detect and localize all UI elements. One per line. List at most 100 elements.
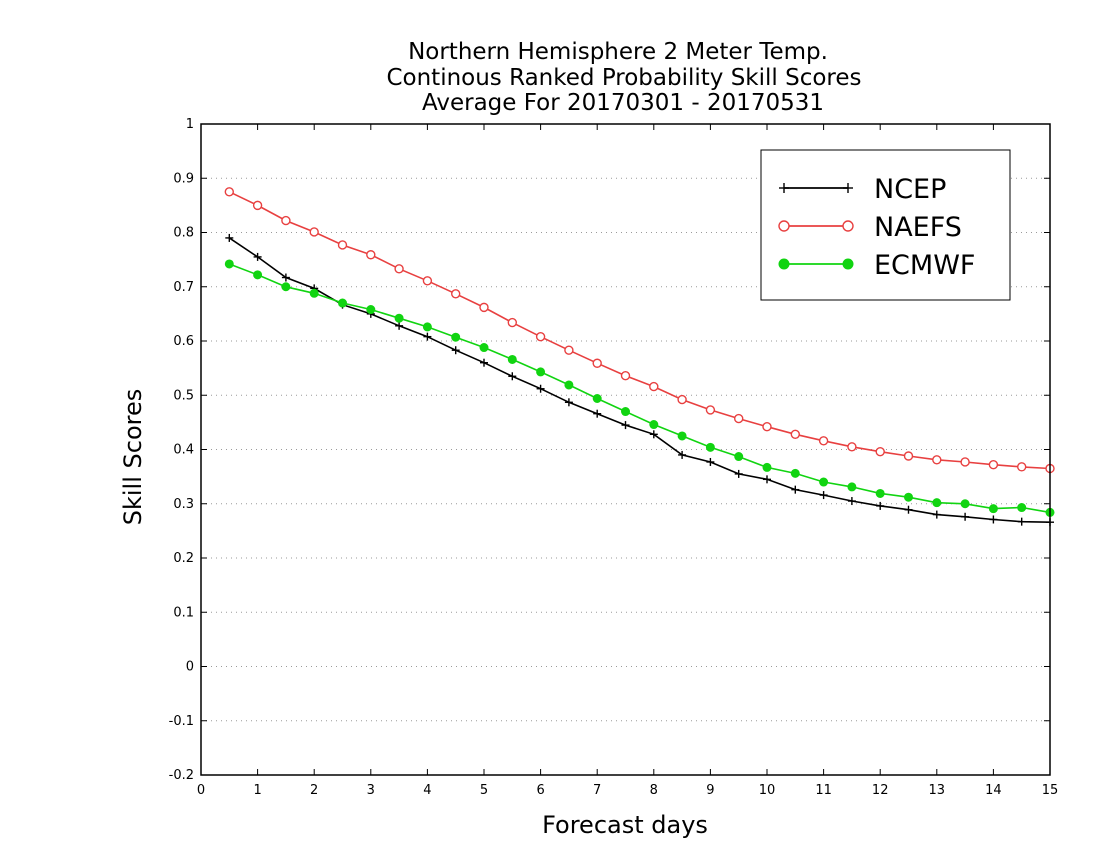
y-tick-label: 0.1: [173, 605, 194, 620]
data-point-ecmwf: [734, 452, 744, 462]
series-line-ecmwf: [229, 263, 1051, 514]
y-axis-label: Skill Scores: [119, 389, 147, 526]
y-tick-label: 0.9: [173, 171, 194, 186]
data-point-naefs: [649, 381, 659, 392]
data-point-ncep: [932, 510, 941, 519]
data-point-ecmwf: [705, 442, 715, 452]
x-tick-label: 9: [706, 783, 714, 798]
x-tick-label: 10: [759, 783, 776, 798]
data-point-ecmwf: [479, 343, 489, 353]
data-point-ecmwf: [621, 407, 630, 417]
plot-frame: [200, 123, 1051, 776]
data-point-ecmwf: [507, 354, 517, 364]
legend-box: [760, 149, 1011, 301]
y-tick-label: 0.4: [173, 443, 194, 458]
legend-label-ncep: NCEP: [874, 174, 946, 205]
data-point-ncep: [480, 358, 488, 367]
x-axis-label: Forecast days: [542, 811, 708, 839]
data-point-naefs: [337, 240, 348, 250]
data-point-ncep: [1017, 517, 1026, 526]
y-tick-label: 0.7: [173, 280, 194, 295]
y-tick-label: -0.2: [169, 768, 194, 783]
legend-marker-naefs: [778, 220, 790, 232]
data-point-naefs: [790, 429, 800, 440]
legend-item-naefs: NAEFS: [778, 212, 962, 243]
data-point-ecmwf: [988, 504, 998, 514]
data-point-ncep: [564, 398, 573, 407]
y-tick-label: 0.5: [173, 388, 194, 403]
legend-item-ncep: NCEP: [779, 174, 946, 205]
x-tick-label: 2: [310, 783, 318, 798]
data-series: [224, 187, 1055, 527]
legend-marker-ncep: [779, 183, 789, 193]
x-tick-label: 14: [985, 783, 1002, 798]
data-point-ecmwf: [762, 462, 772, 472]
series-ecmwf: [224, 259, 1055, 517]
legend-label-naefs: NAEFS: [874, 212, 962, 243]
x-tick-label: 3: [367, 783, 375, 798]
data-point-ecmwf: [451, 332, 461, 342]
data-point-naefs: [705, 405, 716, 415]
data-point-ecmwf: [253, 270, 263, 280]
legend-marker-ecmwf: [842, 258, 854, 270]
data-point-naefs: [960, 457, 970, 467]
data-point-naefs: [422, 276, 433, 286]
title-line-1: Northern Hemisphere 2 Meter Temp.: [408, 39, 828, 65]
data-point-ncep: [225, 233, 234, 242]
y-tick-label: 0: [186, 660, 194, 675]
data-point-naefs: [507, 317, 517, 328]
data-point-ecmwf: [960, 499, 970, 509]
data-point-ncep: [253, 252, 262, 261]
data-point-ecmwf: [536, 367, 546, 377]
data-point-ncep: [904, 505, 913, 514]
data-point-ncep: [961, 512, 970, 521]
x-tick-label: 12: [872, 783, 889, 798]
x-tick-label: 5: [480, 783, 488, 798]
data-point-ecmwf: [932, 498, 942, 508]
x-tick-label: 1: [253, 783, 261, 798]
data-point-ncep: [508, 372, 517, 381]
data-point-ecmwf: [394, 313, 404, 323]
series-naefs: [224, 187, 1055, 474]
y-tick-label: 0.3: [173, 497, 194, 512]
data-point-naefs: [734, 413, 744, 424]
data-point-naefs: [366, 250, 376, 260]
data-point-ncep: [281, 273, 290, 282]
series-line-naefs: [228, 191, 1051, 470]
data-point-naefs: [903, 451, 914, 461]
data-point-naefs: [818, 436, 829, 446]
data-point-ncep: [763, 475, 771, 484]
x-tick-label: 0: [197, 783, 205, 798]
x-tick-label: 6: [536, 783, 544, 798]
legend: NCEP NAEFS ECMWF: [760, 149, 1011, 301]
data-point-naefs: [535, 331, 546, 342]
chart-title: Northern Hemisphere 2 Meter Temp. Contin…: [386, 39, 861, 116]
data-point-ncep: [621, 421, 630, 430]
data-point-ncep: [791, 485, 800, 494]
data-point-ncep: [649, 430, 658, 439]
data-point-ecmwf: [649, 420, 659, 430]
data-point-naefs: [620, 371, 631, 381]
data-point-ncep: [536, 384, 545, 393]
data-point-naefs: [1017, 462, 1027, 472]
data-point-ncep: [395, 321, 404, 330]
series-line-ncep: [228, 237, 1051, 523]
data-point-ncep: [989, 515, 998, 524]
x-tick-label: 13: [929, 783, 946, 798]
data-point-naefs: [932, 455, 942, 465]
x-tick-label: 11: [815, 783, 832, 798]
y-tick-label: -0.1: [169, 714, 194, 729]
x-tick-label: 15: [1042, 783, 1059, 798]
data-point-naefs: [677, 394, 687, 405]
data-point-ncep: [706, 457, 715, 466]
data-point-ecmwf: [281, 282, 291, 292]
data-point-ncep: [423, 332, 432, 341]
data-point-ncep: [819, 491, 828, 500]
y-tick-label: 0.2: [173, 551, 194, 566]
legend-item-ecmwf: ECMWF: [778, 250, 975, 281]
title-line-2: Continous Ranked Probability Skill Score…: [386, 65, 861, 91]
data-point-ecmwf: [338, 298, 347, 308]
series-ncep: [225, 233, 1054, 527]
axis-ticks: -0.2-0.100.10.20.30.40.50.60.70.80.910 1 2…: [169, 117, 1059, 798]
